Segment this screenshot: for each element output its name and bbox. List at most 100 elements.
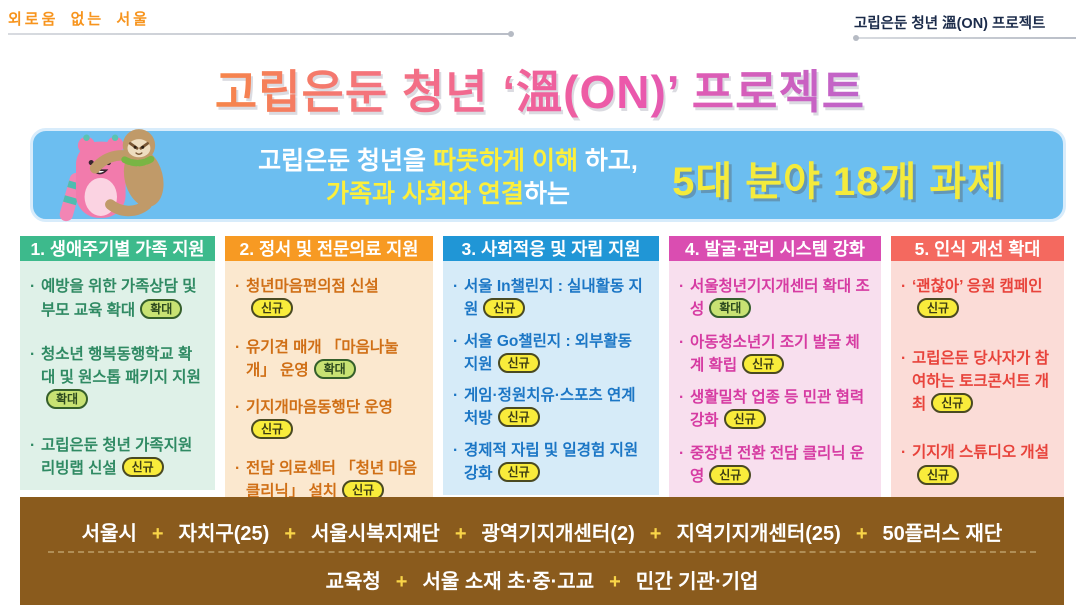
task-text: 기지개 스튜디오 개설 [912,444,1049,462]
partner: 서울시복지재단 [311,523,440,545]
status-badge-new: 신규 [497,352,540,373]
card-medical-support: 2. 정서 및 전문의료 지원 · 청년마음편의점 신설신규 · 유기견 매개 「마… [225,236,433,513]
bullet: · [235,399,241,416]
category-cards: 1. 생애주기별 가족 지원 · 예방을 위한 가족상담 및 부모 교육 확대 확대… [20,236,1064,513]
status-badge-new: 신규 [917,298,960,319]
card-body: · 서울청년기지개센터 확대 조성 확대 · 아동청소년기 조기 발굴 체계 확립 신규… [669,261,881,498]
status-badge-new: 신규 [251,419,294,440]
task-text: 기지개마음동행단 운영 [246,399,393,416]
status-badge-new: 신규 [709,464,752,485]
card-header: 4. 발굴·관리 시스템 강화 [669,236,881,261]
bullet: · [235,338,241,356]
divider-dot [508,31,514,37]
task-item: · 경제적 자립 및 일경험 지원 강화 신규 [453,439,650,486]
bullet: · [453,441,459,459]
highlight-text: 따뜻하게 이해 [433,147,578,175]
status-badge-new: 신규 [497,407,540,428]
divider-dot [853,35,859,41]
task-text: 전담 의료센터 「청년 마음클리닉」 설치 [246,459,418,500]
partners-row-1: 서울시 + 자치구(25) + 서울시복지재단 + 광역기지개센터(2) + 지역기지개센터(2… [20,517,1064,546]
plus-sign: + [609,571,621,593]
task-item: · 서울 In챌린지 : 실내활동 지원 신규 [453,275,650,322]
task-item: · 청년마음편의점 신설신규 [235,275,424,322]
status-badge-new: 신규 [497,461,540,482]
topbar-left: 외로움 없는 서울 [8,8,514,37]
task-item: · 게임·정원치유·스포츠 연계 처방 신규 [453,384,650,431]
bullet: · [235,459,241,477]
card-social-adaptation: 3. 사회적응 및 자립 지원 · 서울 In챌린지 : 실내활동 지원 신규 · 서… [443,236,659,495]
status-badge-new: 신규 [723,409,766,430]
bullet: · [901,444,907,462]
bullet: · [679,278,685,295]
status-badge-new: 신규 [251,298,294,319]
task-text: 유기견 매개 「마음나눌개」 운영 [246,338,399,379]
task-text: 중장년 전환 전담 클리닉 운영 [690,444,865,485]
task-text: 게임·정원치유·스포츠 연계 처방 [464,387,636,428]
banner-line1: 고립은둔 청년을 따뜻하게 이해 하고, [258,147,638,175]
card-discovery-management: 4. 발굴·관리 시스템 강화 · 서울청년기지개센터 확대 조성 확대 · 아동청소… [669,236,881,498]
bullet: · [901,349,907,367]
dashed-divider [48,551,1036,553]
partners-row-2: 교육청 + 서울 소재 초·중·고교 + 민간 기관·기업 [20,565,1064,594]
task-item: · 고립은둔 당사자가 참여하는 토크콘서트 개최 신규 [901,347,1055,417]
bullet: · [901,278,907,295]
plus-sign: + [454,523,467,545]
status-badge-new: 신규 [483,298,526,319]
task-text: ‘괜찮아’ 응원 캠페인 [912,278,1043,295]
bullet: · [235,278,241,295]
status-badge-new: 신규 [121,456,164,477]
partner: 지역기지개센터(25) [676,523,841,545]
task-text: 서울청년기지개센터 확대 조성 [690,278,870,319]
bullet: · [679,444,685,462]
card-body: · 예방을 위한 가족상담 및 부모 교육 확대 확대 · 청소년 행복동행학교 확대… [20,261,215,490]
bullet: · [30,436,36,454]
project-label: 고립은둔 청년 溫(ON) 프로젝트 [854,16,1046,32]
bullet: · [30,278,36,296]
task-item: · 아동청소년기 조기 발굴 체계 확립 신규 [679,331,872,378]
bullet: · [453,332,459,350]
page-title: 고립은둔 청년 ‘溫(ON)’ 프로젝트 [0,56,1080,122]
task-item: · 전담 의료센터 「청년 마음클리닉」 설치 신규 [235,457,424,504]
slogan-label: 외로움 없는 서울 [8,11,150,28]
card-header: 2. 정서 및 전문의료 지원 [225,236,433,261]
card-body: · 서울 In챌린지 : 실내활동 지원 신규 · 서울 Go챌린지 : 외부활동 지… [443,261,659,495]
banner-line2: 가족과 사회와 연결하는 [326,180,570,208]
partner: 민간 기관·기업 [635,571,759,593]
status-badge-expand: 확대 [709,298,752,319]
plus-sign: + [151,523,164,545]
bullet: · [453,387,459,404]
task-text: 서울 In챌린지 : 실내활동 지원 [464,278,643,319]
partner: 광역기지개센터(2) [481,523,635,545]
plus-sign: + [284,523,297,545]
plus-sign: + [395,571,408,593]
partner: 50플러스 재단 [882,523,1003,545]
task-text: 고립은둔 청년 가족지원 리빙랩 신설 [41,436,193,477]
card-family-support: 1. 생애주기별 가족 지원 · 예방을 위한 가족상담 및 부모 교육 확대 확대… [20,236,215,490]
task-item: · 청소년 행복동행학교 확대 및 원스톱 패키지 지원확대 [30,343,206,413]
status-badge-expand: 확대 [140,298,183,319]
bullet: · [679,389,685,406]
partner: 서울 소재 초·중·고교 [422,571,595,593]
task-item: · ‘괜찮아’ 응원 캠페인신규 [901,275,1055,322]
divider-line [8,31,514,37]
card-header: 3. 사회적응 및 자립 지원 [443,236,659,261]
divider-line [853,35,1076,41]
task-text: 경제적 자립 및 일경험 지원 강화 [464,441,639,482]
task-text: 아동청소년기 조기 발굴 체계 확립 [690,333,860,374]
banner-text: 고립은둔 청년을 따뜻하게 이해 하고, 가족과 사회와 연결하는 [188,145,708,211]
status-badge-new: 신규 [342,479,385,500]
task-item: · 기지개 스튜디오 개설신규 [901,441,1055,488]
task-text: 고립은둔 당사자가 참여하는 토크콘서트 개최 [912,349,1049,414]
card-body: · ‘괜찮아’ 응원 캠페인신규 · 고립은둔 당사자가 참여하는 토크콘서트 개최… [891,261,1064,498]
card-body: · 청년마음편의점 신설신규 · 유기견 매개 「마음나눌개」 운영 확대 · 기지개마… [225,261,433,513]
task-item: · 유기견 매개 「마음나눌개」 운영 확대 [235,336,424,383]
status-badge-new: 신규 [931,393,974,413]
task-item: · 생활밀착 업종 등 민관 협력 강화 신규 [679,386,872,433]
status-badge-new: 신규 [742,353,785,374]
bullet: · [453,278,459,295]
task-item: · 중장년 전환 전담 클리닉 운영 신규 [679,442,872,489]
task-text: 청소년 행복동행학교 확대 및 원스톱 패키지 지원 [41,345,201,386]
task-text: 청년마음편의점 신설 [246,278,379,295]
card-awareness: 5. 인식 개선 확대 · ‘괜찮아’ 응원 캠페인신규 · 고립은둔 당사자가 참… [891,236,1064,498]
